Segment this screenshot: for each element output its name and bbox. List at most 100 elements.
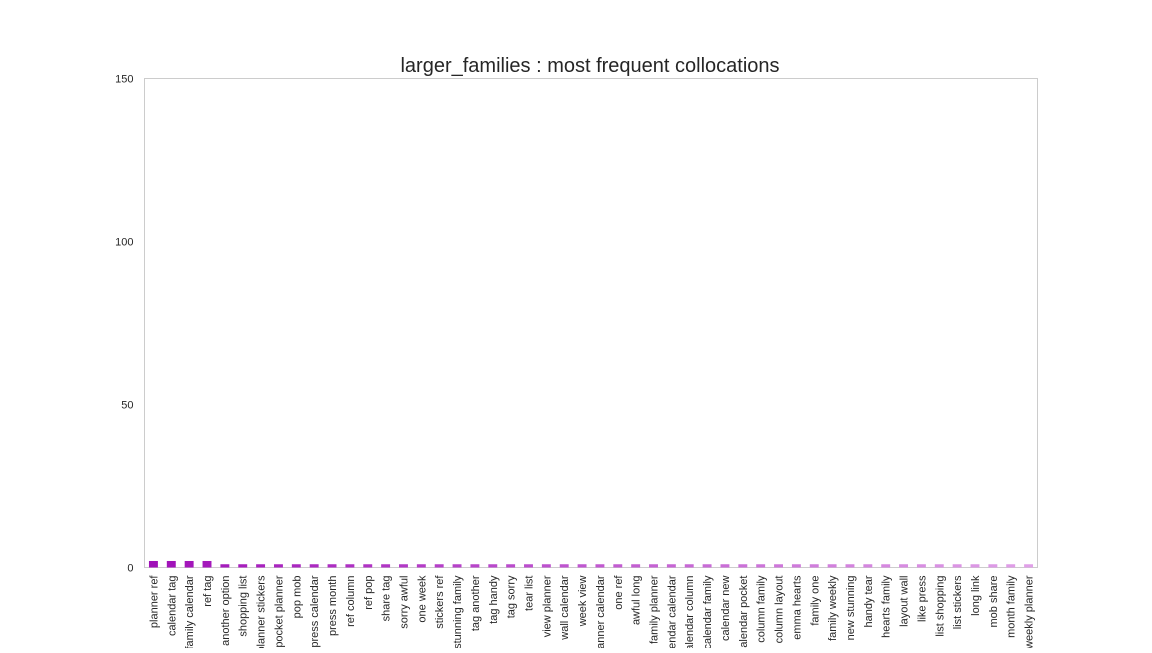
x-tick-label: month family <box>1006 575 1018 638</box>
bar <box>488 564 498 568</box>
bar <box>381 564 391 568</box>
bar <box>595 564 605 568</box>
x-tick-label: week view <box>577 575 589 627</box>
x-tick-label: calendar new <box>720 575 732 640</box>
bar <box>613 564 623 568</box>
bar <box>309 564 319 568</box>
x-tick-label: new stunning <box>845 576 857 641</box>
x-tick-label: planner calendar <box>595 575 607 648</box>
x-tick-label: ref column <box>345 576 357 627</box>
x-tick-label: sorry awful <box>398 576 410 629</box>
x-tick-label: column layout <box>774 576 786 644</box>
bar <box>952 564 962 568</box>
x-tick-label: pop mob <box>291 576 303 619</box>
bar <box>863 564 873 568</box>
bar <box>881 564 891 568</box>
bar <box>345 564 355 568</box>
x-tick-label: calendar column <box>684 576 696 649</box>
y-tick-label: 100 <box>115 237 133 249</box>
bar <box>774 564 783 568</box>
bar <box>470 564 480 568</box>
bar <box>1024 564 1034 568</box>
x-tick-label: pocket planner <box>273 575 285 647</box>
bar <box>631 564 641 568</box>
bar <box>541 564 551 568</box>
bar <box>238 564 248 568</box>
bar <box>363 564 373 568</box>
bar <box>434 564 444 568</box>
bar <box>756 564 766 568</box>
bar <box>649 564 658 568</box>
x-tick-label: list shopping <box>934 576 946 637</box>
y-tick-label: 0 <box>127 563 133 575</box>
bar <box>256 564 266 568</box>
bar <box>720 564 730 568</box>
x-tick-label: like press <box>916 575 928 622</box>
bar <box>684 564 694 568</box>
bar <box>399 564 408 568</box>
x-tick-label: calendar pocket <box>738 576 750 649</box>
bar <box>559 564 569 568</box>
y-tick-label: 150 <box>115 74 133 86</box>
bar <box>327 564 337 568</box>
bar <box>291 564 301 568</box>
bar <box>416 564 426 568</box>
x-tick-label: ref pop <box>363 576 375 610</box>
bar <box>184 560 194 568</box>
x-tick-label: planner stickers <box>256 575 268 648</box>
x-tick-label: tag another <box>470 575 482 631</box>
bar <box>666 564 676 568</box>
bar-series <box>148 560 1034 568</box>
x-tick-label: one week <box>416 575 428 623</box>
bar <box>899 564 909 568</box>
x-tick-label: tear list <box>523 576 535 611</box>
chart-title: larger_families : most frequent collocat… <box>400 55 779 77</box>
bar <box>702 564 712 568</box>
bar <box>845 564 855 568</box>
x-tick-label: tag sorry <box>506 575 518 618</box>
x-tick-label: ref tag <box>202 576 214 607</box>
bar <box>202 560 212 568</box>
x-tick-label: layout wall <box>899 576 911 627</box>
bar <box>452 564 462 568</box>
x-tick-label: awful long <box>631 576 643 626</box>
bar <box>148 560 158 568</box>
x-tick-label: stickers ref <box>434 575 446 629</box>
x-tick-label: mob share <box>988 576 1000 628</box>
bar <box>970 564 980 568</box>
bar <box>273 564 283 568</box>
bar <box>791 564 801 568</box>
bar <box>809 564 819 568</box>
bar <box>524 564 533 568</box>
bar <box>577 564 587 568</box>
bar <box>988 564 998 568</box>
bar <box>506 564 516 568</box>
x-tick-label: family weekly <box>827 575 839 641</box>
bar <box>738 564 748 568</box>
x-tick-label: share tag <box>381 576 393 622</box>
x-tick-label: wall calendar <box>559 575 571 641</box>
x-tick-label: calendar family <box>702 575 714 648</box>
x-tick-label: handy tear <box>863 575 875 627</box>
y-tick-label: 50 <box>121 400 133 412</box>
x-tick-label: weekly planner <box>1024 575 1036 648</box>
bar <box>916 564 926 568</box>
bar <box>220 564 230 568</box>
x-tick-label: calendar calendar <box>666 575 678 648</box>
x-tick-label: column family <box>756 575 768 643</box>
x-tick-label: family planner <box>649 575 661 644</box>
x-tick-label: hearts family <box>881 575 893 638</box>
plot-area-frame <box>144 78 1038 568</box>
x-tick-label: planner ref <box>148 575 160 629</box>
x-tick-label: press month <box>327 576 339 637</box>
bar <box>1006 564 1016 568</box>
x-tick-label: press calendar <box>309 575 321 647</box>
bar <box>166 560 176 568</box>
x-tick-label: another option <box>220 576 232 646</box>
x-tick-label: stunning family <box>452 575 464 648</box>
x-tick-label: list stickers <box>952 575 964 629</box>
x-tick-label: long link <box>970 575 982 616</box>
x-axis: planner ref calendar tag family calendar re… <box>148 575 1036 653</box>
